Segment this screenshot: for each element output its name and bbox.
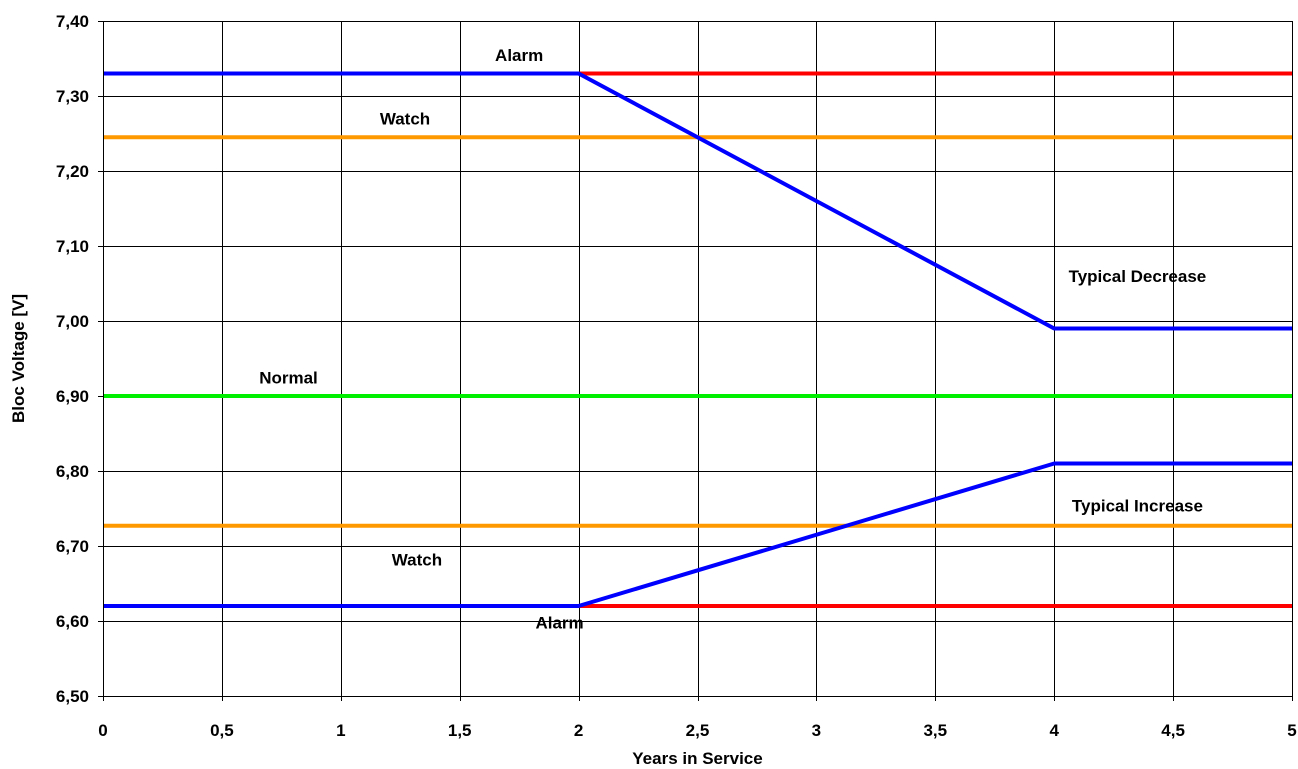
grid: [98, 21, 1293, 701]
y-tick-label: 6,80: [56, 462, 89, 481]
y-tick-label: 7,30: [56, 87, 89, 106]
x-tick-label: 5: [1287, 721, 1296, 740]
series-line-6: [103, 71, 1292, 331]
annotations: Alarm Watch Typical Decrease Normal Typical …: [259, 46, 1206, 633]
y-tick-label: 7,40: [56, 12, 89, 31]
y-tick-label: 6,90: [56, 387, 89, 406]
y-tick-label: 6,70: [56, 537, 89, 556]
x-tick-label: 0,5: [210, 721, 234, 740]
y-axis-title: Bloc Voltage [V]: [9, 294, 28, 423]
x-tick-label: 1: [336, 721, 345, 740]
x-tick-labels: 0 0,5 1 1,5 2 2,5 3 3,5 4 4,5 5: [98, 721, 1296, 740]
y-tick-label: 7,10: [56, 237, 89, 256]
series-lines: [103, 71, 1292, 608]
x-axis-title: Years in Service: [632, 749, 762, 768]
x-tick-label: 2,5: [686, 721, 710, 740]
x-tick-label: 4: [1049, 721, 1059, 740]
annotation-label: Watch: [380, 110, 430, 129]
y-tick-label: 6,60: [56, 612, 89, 631]
annotation-label: Alarm: [535, 614, 583, 633]
x-tick-label: 3,5: [923, 721, 947, 740]
series-line-7: [103, 461, 1292, 608]
x-tick-label: 0: [98, 721, 107, 740]
annotation-label: Alarm: [495, 46, 543, 65]
y-tick-labels: 6,50 6,60 6,70 6,80 6,90 7,00 7,10 7,20 7,30 7,40: [56, 12, 89, 706]
annotation-label: Typical Decrease: [1069, 267, 1207, 286]
y-tick-label: 7,00: [56, 312, 89, 331]
annotation-label: Typical Increase: [1072, 497, 1203, 516]
x-tick-label: 3: [812, 721, 821, 740]
y-tick-label: 7,20: [56, 162, 89, 181]
annotation-label: Watch: [392, 551, 442, 570]
plot-frame: [103, 21, 1293, 697]
y-tick-label: 6,50: [56, 687, 89, 706]
x-tick-label: 2: [574, 721, 583, 740]
x-tick-label: 1,5: [448, 721, 472, 740]
x-tick-label: 4,5: [1161, 721, 1185, 740]
annotation-label: Normal: [259, 368, 318, 387]
